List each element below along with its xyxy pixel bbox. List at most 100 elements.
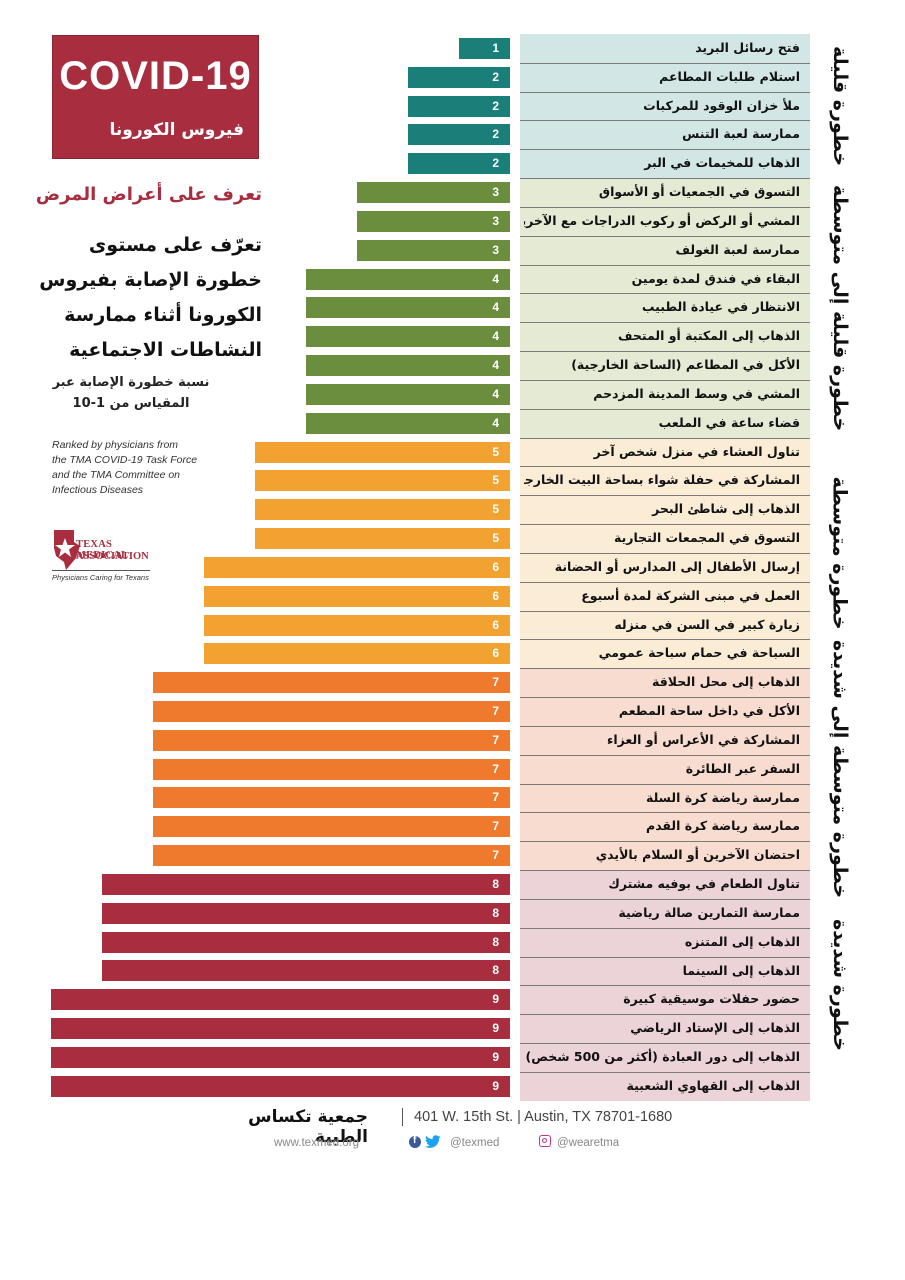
activity-label: استلام طلبات المطاعم xyxy=(659,68,800,84)
tma-logo-tagline: Physicians Caring for Texans xyxy=(52,573,149,582)
risk-group-band xyxy=(520,34,810,179)
footer-twitter-handle[interactable]: @texmed xyxy=(450,1137,500,1149)
risk-bar: 7 xyxy=(153,672,510,694)
twitter-icon[interactable] xyxy=(425,1135,441,1149)
activity-label: الأكل في المطاعم (الساحة الخارجية) xyxy=(571,357,800,373)
risk-bar-value: 6 xyxy=(492,646,499,661)
risk-bar-value: 6 xyxy=(492,588,499,603)
activity-label: المشي في وسط المدينة المزدحم xyxy=(593,385,800,401)
footer-address: 401 W. 15th St. | Austin, TX 78701-1680 xyxy=(414,1109,673,1125)
activity-label: ممارسة التمارين صالة رياضية xyxy=(618,904,800,920)
risk-group-band xyxy=(520,437,810,669)
row-separator xyxy=(520,62,810,64)
risk-bar: 7 xyxy=(153,758,510,780)
risk-bar: 9 xyxy=(51,1018,510,1040)
row-separator xyxy=(520,927,810,929)
risk-bar: 4 xyxy=(306,326,510,348)
activity-label: الذهاب إلى دور العبادة (أكثر من 500 شخص) xyxy=(525,1049,800,1065)
risk-bar-value: 5 xyxy=(492,444,499,459)
activity-label: الانتظار في عيادة الطبيب xyxy=(641,299,800,315)
risk-bar: 8 xyxy=(102,902,510,924)
row-separator xyxy=(520,610,810,612)
risk-bar: 8 xyxy=(102,931,510,953)
risk-bar: 7 xyxy=(153,701,510,722)
risk-bar-value: 4 xyxy=(492,386,499,401)
activity-label: المشاركة في الأعراس أو العزاء xyxy=(606,731,800,747)
risk-group-band xyxy=(520,668,810,871)
activity-label: الذهاب إلى السينما xyxy=(682,962,800,978)
risk-bar: 5 xyxy=(255,441,510,463)
risk-group-label-text: خطورة قليلة xyxy=(829,46,851,167)
covid-subtitle: فيروس الكورونا xyxy=(109,120,244,140)
footer-website-link[interactable]: www.texmed.org xyxy=(274,1137,360,1149)
symptoms-link[interactable]: تعرف على أعراض المرض xyxy=(35,184,262,205)
activity-label: التسوق في المجمعات التجارية xyxy=(613,530,800,546)
row-separator xyxy=(520,437,810,439)
activity-label: حضور حفلات موسيقية كبيرة xyxy=(623,991,800,1007)
texas-star-icon xyxy=(54,530,80,570)
risk-bar: 4 xyxy=(306,355,510,377)
risk-bar: 9 xyxy=(51,989,510,1011)
risk-bar-value: 9 xyxy=(492,1021,499,1036)
row-separator xyxy=(520,870,810,872)
risk-bar: 2 xyxy=(408,66,510,88)
risk-bar: 7 xyxy=(153,787,510,809)
ranked-note-line: Ranked by physicians from xyxy=(52,439,179,451)
facebook-icon[interactable] xyxy=(409,1135,421,1148)
scale-note-line: نسبة خطورة الإصابة عبر xyxy=(52,375,210,390)
risk-bar: 2 xyxy=(408,124,510,146)
risk-group-label: خطورة شديدة xyxy=(810,870,870,1101)
row-separator xyxy=(520,668,810,670)
covid-title-box: COVID-19 فيروس الكورونا xyxy=(52,35,259,159)
row-separator xyxy=(520,1071,810,1073)
risk-bar-value: 9 xyxy=(492,992,499,1007)
risk-bar: 6 xyxy=(204,614,510,636)
tma-logo: TEXAS MEDICAL ASSOCIATION Physicians Car… xyxy=(52,528,162,586)
risk-group-label: خطورة متوسطة xyxy=(810,438,870,669)
activity-label: إرسال الأطفال إلى المدارس أو الحضانة xyxy=(554,558,800,574)
risk-bar-value: 7 xyxy=(492,675,499,690)
risk-bar: 9 xyxy=(51,1075,510,1097)
row-separator xyxy=(520,408,810,410)
risk-bar-value: 6 xyxy=(492,559,499,574)
activity-label: فتح رسائل البريد xyxy=(695,40,800,55)
risk-bar: 7 xyxy=(153,845,510,867)
activity-label: الذهاب إلى محل الحلاقة xyxy=(652,674,800,690)
activity-label: التسوق في الجمعيات أو الأسواق xyxy=(598,184,800,200)
activity-label: الذهاب إلى القهاوي الشعبية xyxy=(626,1077,801,1093)
risk-bar-value: 2 xyxy=(492,69,499,84)
risk-bar-value: 7 xyxy=(492,704,499,718)
risk-bar-value: 2 xyxy=(492,156,499,171)
activity-label: قضاء ساعة في الملعب xyxy=(658,414,800,430)
risk-group-label-text: خطورة متوسطة إلى شديدة xyxy=(829,640,851,899)
row-separator xyxy=(520,466,810,468)
row-separator xyxy=(520,149,810,151)
risk-bar-value: 7 xyxy=(492,790,499,805)
risk-group-label: خطورة متوسطة إلى شديدة xyxy=(810,640,870,898)
risk-bar-value: 4 xyxy=(492,271,499,286)
row-separator xyxy=(520,754,810,756)
row-separator xyxy=(520,524,810,526)
risk-bar-value: 7 xyxy=(492,819,499,834)
headline-line: تعرّف على مستوى xyxy=(88,234,262,256)
risk-bar-value: 7 xyxy=(492,732,499,747)
instagram-icon[interactable] xyxy=(539,1135,551,1147)
risk-bar-value: 6 xyxy=(492,617,499,632)
risk-bar: 4 xyxy=(306,412,510,434)
risk-bar-value: 3 xyxy=(492,242,499,257)
ranked-note-line: Infectious Diseases xyxy=(52,484,144,496)
risk-bar: 7 xyxy=(153,816,510,838)
ranked-note-line: the TMA COVID-19 Task Force xyxy=(52,454,198,466)
risk-bar: 6 xyxy=(204,585,510,607)
row-separator xyxy=(520,898,810,900)
risk-bar-value: 4 xyxy=(492,300,499,315)
row-separator xyxy=(520,264,810,266)
activity-label: تناول الطعام في بوفيه مشترك xyxy=(608,876,800,892)
activity-label: المشي أو الركض أو ركوب الدراجات مع الآخر… xyxy=(524,212,800,228)
risk-bar-value: 3 xyxy=(492,213,499,228)
activity-label: ممارسة لعبة التنس xyxy=(682,126,800,142)
risk-bar: 4 xyxy=(306,268,510,290)
footer-instagram-handle[interactable]: @wearetma xyxy=(557,1137,620,1149)
footer-org-name: جمعية تكساس الطبية xyxy=(248,1107,368,1147)
risk-bar: 2 xyxy=(408,153,510,175)
